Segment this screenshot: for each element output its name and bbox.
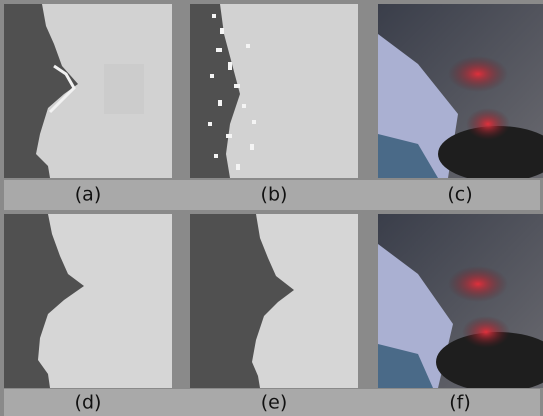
panel-label: (b) bbox=[261, 184, 288, 206]
panel-f bbox=[378, 214, 543, 392]
figure: (a) (b) (c) (d) (e) (f) bbox=[0, 0, 543, 416]
panel-label: (a) bbox=[75, 184, 101, 206]
panel-b bbox=[190, 4, 358, 178]
panel-label: (c) bbox=[447, 184, 472, 206]
panel-label: (f) bbox=[449, 392, 471, 414]
panel-c bbox=[378, 4, 543, 182]
panel-d bbox=[4, 214, 172, 388]
panel-e bbox=[190, 214, 358, 388]
panel-label: (d) bbox=[75, 392, 102, 414]
panel-label: (e) bbox=[261, 392, 288, 414]
panel-a bbox=[4, 4, 172, 178]
